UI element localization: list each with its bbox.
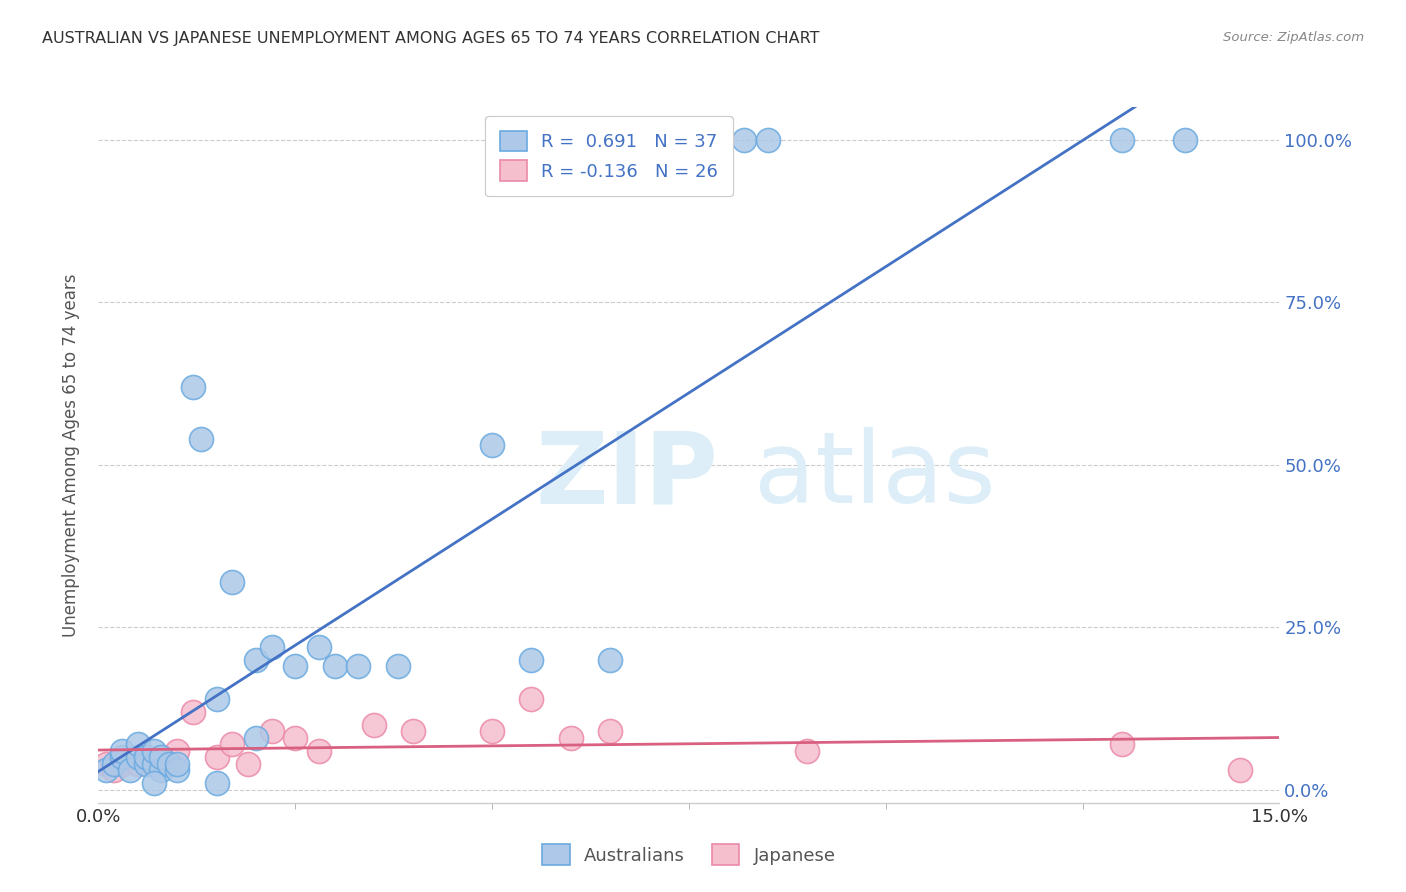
Point [236, 756, 259, 771]
Point [363, 718, 385, 732]
Point [127, 737, 149, 751]
Point [520, 691, 543, 706]
Point [387, 659, 409, 673]
Point [135, 750, 157, 764]
Point [96, 756, 118, 771]
Point [733, 132, 755, 146]
Point [245, 731, 267, 745]
Point [260, 724, 283, 739]
Point [103, 764, 125, 778]
Legend: R =  0.691   N = 37, R = -0.136   N = 26: R = 0.691 N = 37, R = -0.136 N = 26 [485, 116, 733, 195]
Point [402, 724, 425, 739]
Point [1111, 737, 1133, 751]
Text: AUSTRALIAN VS JAPANESE UNEMPLOYMENT AMONG AGES 65 TO 74 YEARS CORRELATION CHART: AUSTRALIAN VS JAPANESE UNEMPLOYMENT AMON… [42, 31, 820, 46]
Point [127, 750, 149, 764]
Point [142, 756, 165, 771]
Point [135, 750, 157, 764]
Point [284, 659, 307, 673]
Point [166, 764, 188, 778]
Point [756, 132, 779, 146]
Point [111, 750, 134, 764]
Point [1174, 132, 1197, 146]
Point [135, 756, 157, 771]
Point [599, 653, 621, 667]
Point [481, 724, 503, 739]
Point [150, 750, 173, 764]
Point [118, 764, 141, 778]
Point [560, 731, 582, 745]
Point [157, 756, 180, 771]
Legend: Australians, Japanese: Australians, Japanese [533, 835, 845, 874]
Point [221, 737, 243, 751]
Point [181, 379, 204, 393]
Point [347, 659, 370, 673]
Point [205, 691, 228, 706]
Point [166, 744, 188, 758]
Point [150, 764, 173, 778]
Point [284, 731, 307, 745]
Point [205, 776, 228, 790]
Point [1111, 132, 1133, 146]
Point [142, 776, 165, 790]
Point [111, 756, 134, 771]
Point [308, 640, 330, 654]
Point [111, 744, 134, 758]
Point [205, 750, 228, 764]
Y-axis label: Unemployment Among Ages 65 to 74 years: Unemployment Among Ages 65 to 74 years [62, 273, 80, 637]
Point [796, 744, 818, 758]
Point [142, 756, 165, 771]
Text: atlas: atlas [754, 427, 995, 524]
Point [308, 744, 330, 758]
Point [127, 756, 149, 771]
Point [118, 750, 141, 764]
Point [142, 744, 165, 758]
Point [260, 640, 283, 654]
Point [245, 653, 267, 667]
Point [599, 724, 621, 739]
Point [150, 750, 173, 764]
Point [181, 705, 204, 719]
Point [520, 653, 543, 667]
Point [96, 764, 118, 778]
Text: Source: ZipAtlas.com: Source: ZipAtlas.com [1223, 31, 1364, 45]
Point [221, 574, 243, 589]
Point [103, 756, 125, 771]
Text: ZIP: ZIP [536, 427, 718, 524]
Point [1229, 764, 1251, 778]
Point [157, 756, 180, 771]
Point [166, 756, 188, 771]
Point [481, 438, 503, 452]
Point [323, 659, 346, 673]
Point [190, 432, 212, 446]
